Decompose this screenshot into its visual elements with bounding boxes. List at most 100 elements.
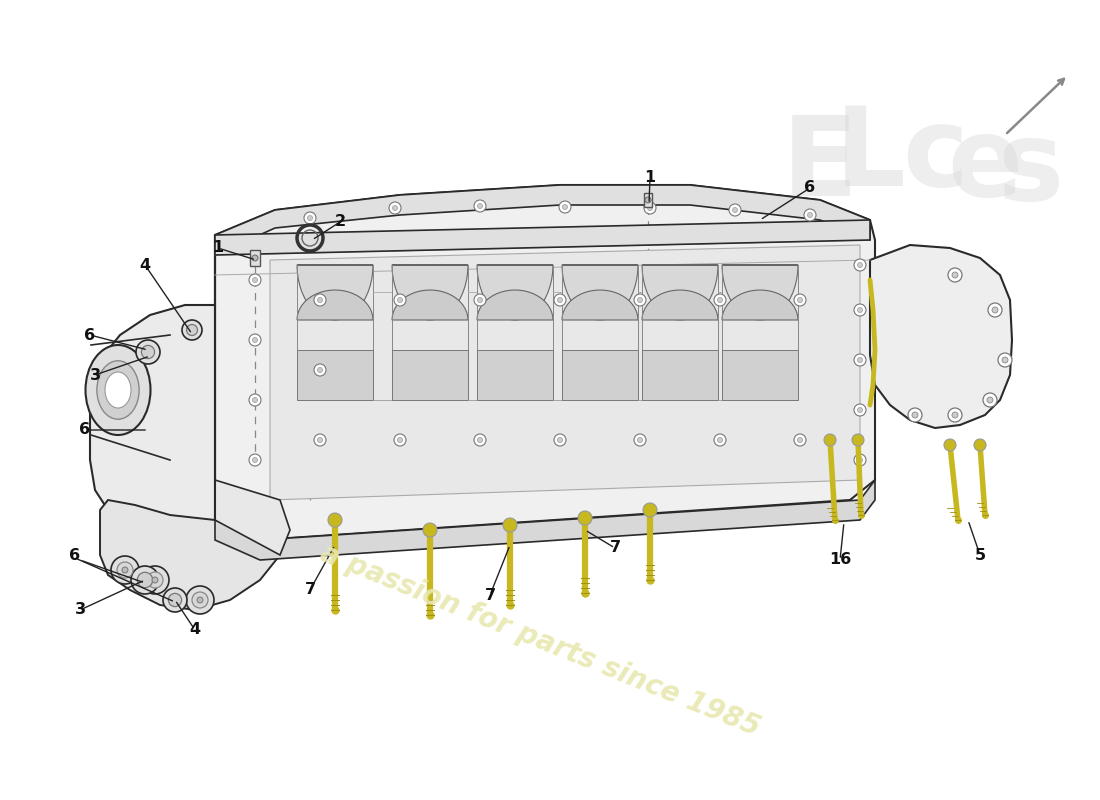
Circle shape xyxy=(858,307,862,313)
Text: 3: 3 xyxy=(75,602,86,618)
Polygon shape xyxy=(562,350,638,400)
Circle shape xyxy=(854,259,866,271)
Text: e: e xyxy=(947,111,1023,218)
Circle shape xyxy=(794,434,806,446)
Circle shape xyxy=(804,209,816,221)
Circle shape xyxy=(554,434,566,446)
Circle shape xyxy=(794,294,806,306)
Polygon shape xyxy=(214,185,870,255)
Polygon shape xyxy=(870,245,1012,428)
Circle shape xyxy=(152,577,158,583)
Circle shape xyxy=(858,458,862,462)
Circle shape xyxy=(142,346,155,358)
Circle shape xyxy=(948,408,962,422)
Text: s: s xyxy=(997,117,1063,223)
Circle shape xyxy=(249,334,261,346)
Polygon shape xyxy=(297,290,373,320)
Circle shape xyxy=(304,212,316,224)
Circle shape xyxy=(253,338,257,342)
Circle shape xyxy=(824,434,836,446)
Circle shape xyxy=(558,438,562,442)
Polygon shape xyxy=(722,290,798,320)
Polygon shape xyxy=(392,290,468,320)
Circle shape xyxy=(858,262,862,267)
Circle shape xyxy=(397,298,403,302)
Circle shape xyxy=(807,213,813,218)
Polygon shape xyxy=(642,265,718,320)
Circle shape xyxy=(645,197,651,203)
Circle shape xyxy=(944,439,956,451)
Polygon shape xyxy=(392,265,468,320)
Circle shape xyxy=(717,298,723,302)
Text: 6: 6 xyxy=(85,327,96,342)
Text: 6: 6 xyxy=(79,422,90,438)
Circle shape xyxy=(122,567,128,573)
Polygon shape xyxy=(214,185,875,540)
Circle shape xyxy=(717,438,723,442)
Text: 3: 3 xyxy=(89,367,100,382)
Circle shape xyxy=(988,303,1002,317)
Text: 1: 1 xyxy=(212,241,223,255)
Circle shape xyxy=(182,320,202,340)
Circle shape xyxy=(952,272,958,278)
Circle shape xyxy=(798,438,803,442)
Circle shape xyxy=(197,597,204,603)
Circle shape xyxy=(474,200,486,212)
Circle shape xyxy=(318,438,322,442)
Circle shape xyxy=(852,434,864,446)
Text: 2: 2 xyxy=(334,214,345,230)
Polygon shape xyxy=(722,350,798,400)
Polygon shape xyxy=(722,265,798,320)
Circle shape xyxy=(854,404,866,416)
Text: 6: 6 xyxy=(69,547,80,562)
Circle shape xyxy=(983,393,997,407)
Circle shape xyxy=(253,278,257,282)
Circle shape xyxy=(854,354,866,366)
Circle shape xyxy=(854,454,866,466)
Polygon shape xyxy=(214,220,870,255)
Ellipse shape xyxy=(86,345,151,435)
Polygon shape xyxy=(100,500,280,610)
Circle shape xyxy=(477,298,483,302)
Polygon shape xyxy=(270,245,860,500)
Circle shape xyxy=(952,412,958,418)
Circle shape xyxy=(559,201,571,213)
Circle shape xyxy=(987,397,993,403)
Circle shape xyxy=(138,572,153,588)
Circle shape xyxy=(644,202,656,214)
Circle shape xyxy=(397,438,403,442)
Circle shape xyxy=(503,518,517,532)
Circle shape xyxy=(908,408,922,422)
Polygon shape xyxy=(214,480,875,560)
Circle shape xyxy=(948,268,962,282)
Bar xyxy=(644,193,652,207)
Circle shape xyxy=(998,353,1012,367)
Circle shape xyxy=(168,594,182,606)
Polygon shape xyxy=(297,265,373,320)
Circle shape xyxy=(974,439,986,451)
Circle shape xyxy=(554,294,566,306)
Circle shape xyxy=(638,298,642,302)
Circle shape xyxy=(187,325,198,335)
Circle shape xyxy=(992,307,998,313)
Text: 6: 6 xyxy=(804,181,815,195)
Circle shape xyxy=(249,454,261,466)
Circle shape xyxy=(638,438,642,442)
Circle shape xyxy=(131,566,160,594)
Circle shape xyxy=(424,523,437,537)
Circle shape xyxy=(858,407,862,413)
Text: 5: 5 xyxy=(975,547,986,562)
Polygon shape xyxy=(562,290,638,320)
Polygon shape xyxy=(90,235,214,530)
Polygon shape xyxy=(214,480,290,555)
Circle shape xyxy=(394,294,406,306)
Circle shape xyxy=(141,566,169,594)
Text: c: c xyxy=(902,102,968,209)
Circle shape xyxy=(253,458,257,462)
Text: a passion for parts since 1985: a passion for parts since 1985 xyxy=(316,538,764,742)
Text: 7: 7 xyxy=(609,541,620,555)
Text: 16: 16 xyxy=(829,553,851,567)
Circle shape xyxy=(308,215,312,221)
Circle shape xyxy=(252,255,258,261)
Circle shape xyxy=(644,503,657,517)
